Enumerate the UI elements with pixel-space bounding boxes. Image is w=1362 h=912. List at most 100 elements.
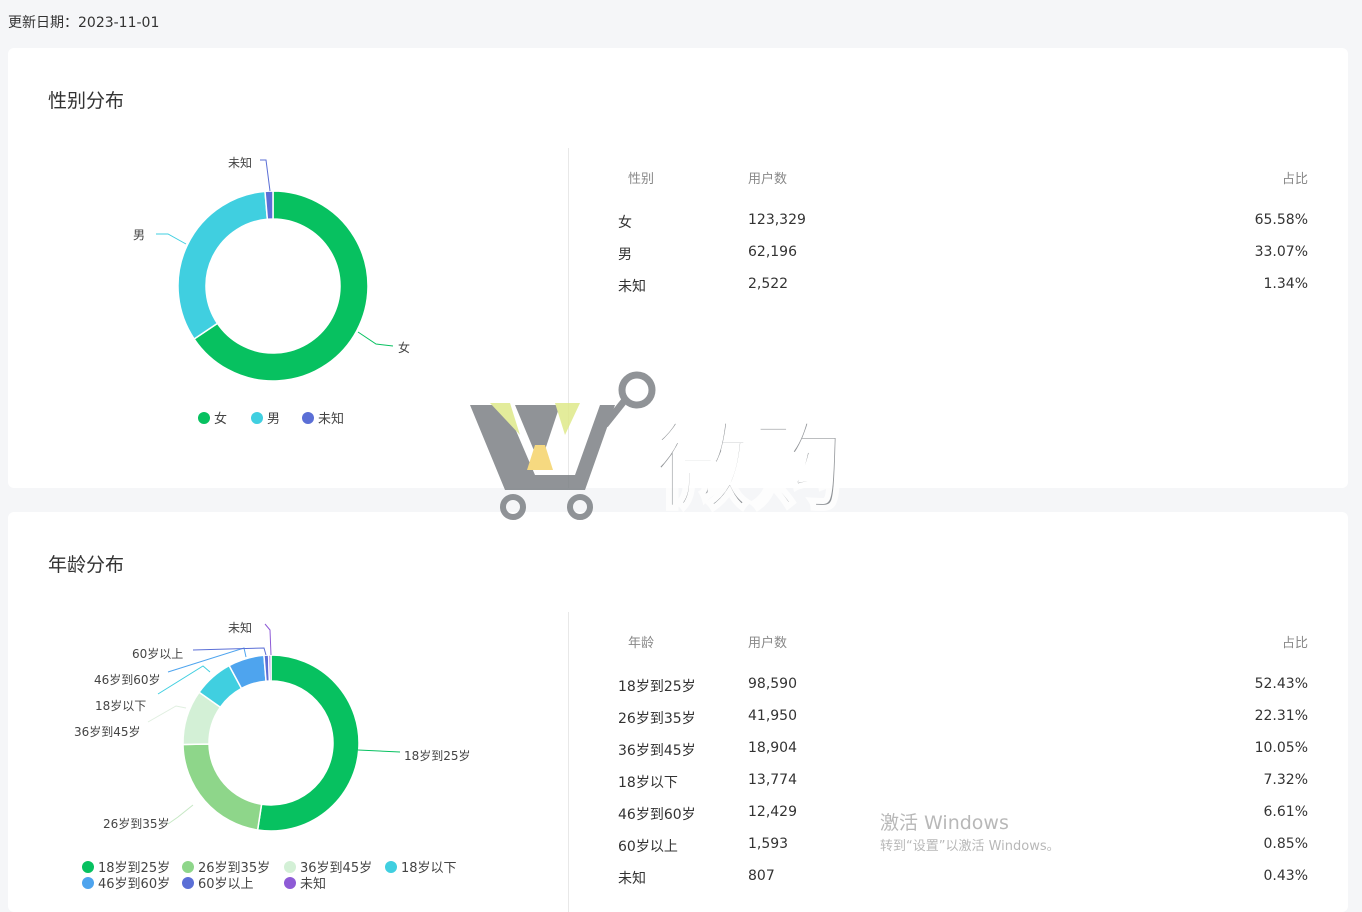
gender-donut-chart: 女 男 未知 女男未知 bbox=[133, 156, 410, 427]
donut-slice-1[interactable] bbox=[177, 190, 269, 341]
donut-slice-2[interactable] bbox=[264, 190, 274, 221]
row-ratio: 10.05% bbox=[1254, 740, 1308, 756]
legend-marker-6[interactable] bbox=[284, 877, 296, 889]
legend-item[interactable]: 男 bbox=[267, 412, 280, 427]
row-ratio: 6.61% bbox=[1263, 804, 1308, 820]
divider bbox=[568, 148, 569, 488]
row-label: 60岁以上 bbox=[618, 839, 678, 855]
legend-marker-1[interactable] bbox=[182, 861, 194, 873]
table-row: 60岁以上 1,593 0.85% bbox=[618, 836, 1308, 868]
header-gender: 性别 bbox=[628, 172, 655, 187]
header-users: 用户数 bbox=[748, 172, 788, 187]
row-users: 13,774 bbox=[748, 772, 797, 788]
row-ratio: 52.43% bbox=[1254, 676, 1308, 692]
legend-item[interactable]: 60岁以上 bbox=[198, 877, 254, 892]
row-users: 12,429 bbox=[748, 804, 797, 820]
row-label: 未知 bbox=[618, 279, 646, 295]
gender-title: 性别分布 bbox=[48, 90, 125, 112]
row-ratio: 0.85% bbox=[1263, 836, 1308, 852]
row-label: 26岁到35岁 bbox=[618, 711, 696, 727]
table-row: 26岁到35岁 41,950 22.31% bbox=[618, 708, 1308, 740]
header-ratio: 占比 bbox=[1281, 636, 1308, 651]
row-label: 男 bbox=[618, 247, 632, 263]
row-users: 41,950 bbox=[748, 708, 797, 724]
label-unknown: 未知 bbox=[228, 621, 252, 635]
row-ratio: 33.07% bbox=[1254, 244, 1308, 260]
table-row: 46岁到60岁 12,429 6.61% bbox=[618, 804, 1308, 836]
table-header: 年龄 用户数 占比 bbox=[618, 632, 1308, 676]
label-unknown: 未知 bbox=[228, 156, 252, 170]
row-users: 62,196 bbox=[748, 244, 797, 260]
row-label: 18岁以下 bbox=[618, 775, 678, 791]
donut-slice-6[interactable] bbox=[267, 654, 272, 682]
legend-item[interactable]: 26岁到35岁 bbox=[198, 861, 270, 876]
legend-item[interactable]: 36岁到45岁 bbox=[300, 861, 372, 876]
row-ratio: 7.32% bbox=[1263, 772, 1308, 788]
label-female: 女 bbox=[398, 340, 410, 355]
legend-marker-0[interactable] bbox=[198, 412, 210, 424]
legend-item[interactable]: 18岁到25岁 bbox=[98, 861, 170, 876]
legend-marker-0[interactable] bbox=[82, 861, 94, 873]
row-ratio: 65.58% bbox=[1254, 212, 1308, 228]
row-users: 807 bbox=[748, 868, 775, 884]
table-row: 男 62,196 33.07% bbox=[618, 244, 1308, 276]
row-users: 98,590 bbox=[748, 676, 797, 692]
legend-item[interactable]: 46岁到60岁 bbox=[98, 877, 170, 892]
row-label: 18岁到25岁 bbox=[618, 679, 696, 695]
row-ratio: 22.31% bbox=[1254, 708, 1308, 724]
label-36-45: 36岁到45岁 bbox=[74, 724, 141, 739]
label-over-60: 60岁以上 bbox=[132, 646, 183, 661]
win-line2: 转到“设置”以激活 Windows。 bbox=[880, 839, 1060, 854]
logo-text: 微购 bbox=[654, 413, 845, 523]
legend-item[interactable]: 未知 bbox=[300, 876, 326, 892]
legend-item[interactable]: 18岁以下 bbox=[401, 861, 457, 876]
table-row: 36岁到45岁 18,904 10.05% bbox=[618, 740, 1308, 772]
row-users: 18,904 bbox=[748, 740, 797, 756]
age-table: 年龄 用户数 占比 18岁到25岁 98,590 52.43% 26岁到35岁 41,950… bbox=[618, 632, 1308, 900]
label-26-35: 26岁到35岁 bbox=[103, 816, 170, 831]
table-row: 18岁到25岁 98,590 52.43% bbox=[618, 676, 1308, 708]
label-male: 男 bbox=[133, 228, 145, 242]
header-age: 年龄 bbox=[628, 636, 655, 651]
gender-card: 性别分布 女 男 未知 女男未知 性别 用户数 占比 女 123,329 65.58% 男… bbox=[8, 48, 1348, 488]
table-row: 18岁以下 13,774 7.32% bbox=[618, 772, 1308, 804]
legend-item[interactable]: 未知 bbox=[318, 411, 344, 427]
header-ratio: 占比 bbox=[1281, 172, 1308, 187]
gender-table: 性别 用户数 占比 女 123,329 65.58% 男 62,196 33.07% 未知 2,5… bbox=[618, 168, 1308, 308]
update-date: 更新日期：2023-11-01 bbox=[8, 12, 159, 32]
donut-slice-0[interactable] bbox=[256, 654, 360, 832]
legend-marker-4[interactable] bbox=[82, 877, 94, 889]
update-value: 2023-11-01 bbox=[78, 15, 160, 31]
donut-slice-1[interactable] bbox=[182, 743, 263, 831]
legend-marker-3[interactable] bbox=[385, 861, 397, 873]
age-title: 年龄分布 bbox=[48, 554, 125, 576]
table-row: 女 123,329 65.58% bbox=[618, 212, 1308, 244]
row-ratio: 1.34% bbox=[1263, 276, 1308, 292]
age-donut-chart: 18岁到25岁 26岁到35岁 36岁到45岁 18岁以下 46岁到60岁 60… bbox=[74, 621, 471, 892]
row-label: 36岁到45岁 bbox=[618, 743, 696, 759]
update-label: 更新日期： bbox=[8, 15, 78, 31]
legend-marker-5[interactable] bbox=[182, 877, 194, 889]
legend-marker-2[interactable] bbox=[302, 412, 314, 424]
table-row: 未知 2,522 1.34% bbox=[618, 276, 1308, 308]
header-users: 用户数 bbox=[748, 636, 788, 651]
row-users: 1,593 bbox=[748, 836, 789, 852]
label-18-25: 18岁到25岁 bbox=[404, 748, 471, 763]
win-line1: 激活 Windows bbox=[880, 812, 1009, 834]
donut-slice-0[interactable] bbox=[193, 190, 369, 382]
row-label: 46岁到60岁 bbox=[618, 807, 696, 823]
row-users: 2,522 bbox=[748, 276, 789, 292]
legend-item[interactable]: 女 bbox=[214, 411, 227, 427]
row-ratio: 0.43% bbox=[1263, 868, 1308, 884]
divider bbox=[568, 612, 569, 912]
label-46-60: 46岁到60岁 bbox=[94, 672, 161, 687]
row-label: 女 bbox=[618, 215, 632, 231]
table-row: 未知 807 0.43% bbox=[618, 868, 1308, 900]
label-under-18: 18岁以下 bbox=[95, 698, 146, 713]
legend-marker-1[interactable] bbox=[251, 412, 263, 424]
table-header: 性别 用户数 占比 bbox=[618, 168, 1308, 212]
legend-marker-2[interactable] bbox=[284, 861, 296, 873]
row-users: 123,329 bbox=[748, 212, 806, 228]
age-card: 年龄分布 18岁到25岁 26岁到35岁 36岁到45岁 18岁以下 46岁到6… bbox=[8, 512, 1348, 912]
windows-activation-watermark: 激活 Windows 转到“设置”以激活 Windows。 bbox=[880, 808, 1060, 854]
